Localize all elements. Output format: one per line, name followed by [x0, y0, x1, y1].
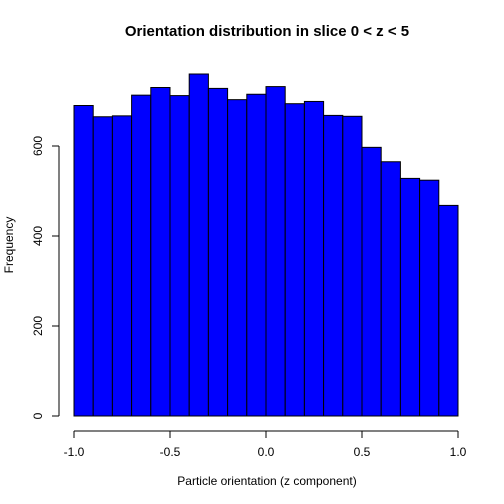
histogram-bar — [150, 87, 171, 417]
histogram-bar — [227, 99, 248, 417]
histogram-bar — [265, 86, 286, 417]
histogram-bar — [92, 116, 113, 417]
x-tick-label: -0.5 — [160, 445, 181, 459]
histogram-bar — [131, 94, 152, 417]
x-tick-label: 0.0 — [258, 445, 275, 459]
y-tick-label: 200 — [31, 316, 45, 336]
y-axis-label: Frequency — [2, 217, 16, 274]
histogram-bar — [246, 93, 267, 417]
histogram-bar — [303, 100, 325, 417]
histogram-bar — [284, 103, 305, 417]
y-tick-label: 0 — [31, 412, 45, 419]
chart-title: Orientation distribution in slice 0 < z … — [125, 23, 409, 40]
histogram-bar — [438, 204, 459, 417]
histogram-bar — [342, 115, 363, 417]
x-axis-label: Particle orientation (z component) — [177, 474, 356, 488]
y-tick-label: 600 — [31, 136, 45, 156]
histogram-bar — [323, 114, 344, 417]
histogram-bar — [361, 146, 382, 417]
bars-group — [73, 73, 459, 417]
histogram-bar — [169, 95, 190, 417]
y-tick-label: 400 — [31, 226, 45, 246]
x-tick-label: 1.0 — [450, 445, 467, 459]
histogram-bar — [399, 177, 421, 417]
histogram-bar — [111, 115, 133, 417]
histogram-bar — [380, 161, 401, 417]
histogram-bar — [207, 87, 229, 417]
x-tick-label: 0.5 — [354, 445, 371, 459]
histogram-bar — [188, 73, 209, 417]
x-axis: -1.0 -0.5 0.0 0.5 1.0 — [64, 430, 467, 459]
y-axis: 0 200 400 600 — [31, 136, 60, 419]
histogram-bar — [73, 105, 94, 417]
x-tick-label: -1.0 — [64, 445, 85, 459]
histogram-bar — [419, 179, 440, 417]
